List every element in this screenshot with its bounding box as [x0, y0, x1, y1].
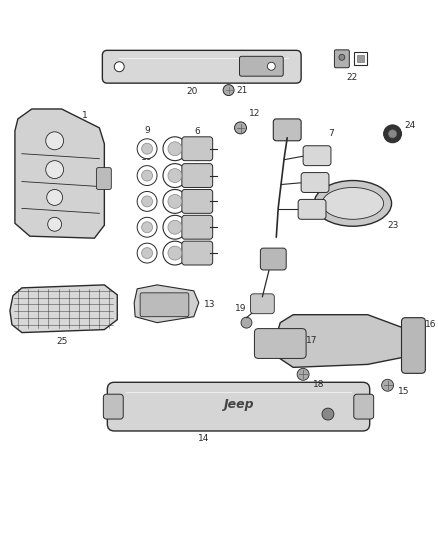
- Text: 23: 23: [388, 221, 399, 230]
- Circle shape: [389, 130, 396, 138]
- Text: 2: 2: [194, 205, 200, 214]
- Text: 4: 4: [144, 230, 150, 239]
- Polygon shape: [10, 285, 117, 333]
- FancyBboxPatch shape: [102, 50, 301, 83]
- Circle shape: [384, 125, 402, 143]
- Text: 10: 10: [141, 152, 153, 161]
- Circle shape: [381, 379, 394, 391]
- Text: 5: 5: [194, 154, 200, 163]
- Circle shape: [267, 62, 276, 70]
- Text: 19: 19: [235, 304, 246, 313]
- Ellipse shape: [314, 181, 392, 226]
- Circle shape: [46, 160, 64, 179]
- Text: 6: 6: [194, 127, 200, 136]
- Circle shape: [137, 166, 157, 185]
- Circle shape: [137, 139, 157, 159]
- Text: 24: 24: [404, 122, 416, 131]
- Text: 15: 15: [398, 387, 409, 396]
- Circle shape: [168, 195, 182, 208]
- Text: 22: 22: [346, 73, 357, 82]
- Circle shape: [163, 215, 187, 239]
- Circle shape: [114, 62, 124, 72]
- Ellipse shape: [322, 188, 384, 219]
- Text: 4: 4: [194, 231, 200, 240]
- Circle shape: [234, 122, 247, 134]
- Text: 17: 17: [306, 336, 318, 345]
- FancyBboxPatch shape: [182, 189, 213, 213]
- Circle shape: [163, 189, 187, 213]
- Text: 16: 16: [425, 320, 437, 329]
- Text: 3: 3: [194, 180, 200, 189]
- Circle shape: [137, 217, 157, 237]
- Circle shape: [141, 222, 152, 233]
- Text: 25: 25: [56, 336, 67, 345]
- Circle shape: [46, 132, 64, 150]
- FancyBboxPatch shape: [273, 119, 301, 141]
- FancyBboxPatch shape: [251, 294, 274, 314]
- Circle shape: [141, 170, 152, 181]
- Circle shape: [339, 54, 345, 60]
- Circle shape: [163, 137, 187, 160]
- Circle shape: [141, 143, 152, 154]
- Polygon shape: [15, 109, 104, 238]
- Circle shape: [141, 248, 152, 259]
- FancyBboxPatch shape: [107, 382, 370, 431]
- FancyBboxPatch shape: [96, 167, 111, 189]
- Text: 13: 13: [204, 300, 215, 309]
- Circle shape: [168, 168, 182, 182]
- Text: 18: 18: [313, 380, 325, 389]
- FancyBboxPatch shape: [182, 241, 213, 265]
- Circle shape: [168, 142, 182, 156]
- FancyBboxPatch shape: [182, 215, 213, 239]
- FancyBboxPatch shape: [298, 199, 326, 219]
- Circle shape: [322, 408, 334, 420]
- FancyBboxPatch shape: [254, 329, 306, 358]
- Text: 1: 1: [81, 111, 87, 120]
- Circle shape: [47, 189, 63, 205]
- FancyBboxPatch shape: [354, 394, 374, 419]
- Circle shape: [163, 241, 187, 265]
- Text: 21: 21: [237, 86, 248, 94]
- Circle shape: [163, 164, 187, 188]
- Text: 14: 14: [198, 434, 209, 443]
- Bar: [357, 55, 364, 62]
- Circle shape: [141, 196, 152, 207]
- Text: 11: 11: [141, 204, 153, 213]
- FancyBboxPatch shape: [182, 137, 213, 160]
- Circle shape: [168, 220, 182, 234]
- FancyBboxPatch shape: [182, 164, 213, 188]
- FancyBboxPatch shape: [240, 56, 283, 76]
- FancyBboxPatch shape: [140, 293, 189, 317]
- FancyBboxPatch shape: [303, 146, 331, 166]
- Bar: [354, 52, 367, 65]
- Text: 7: 7: [328, 130, 334, 139]
- Text: 9: 9: [144, 126, 150, 135]
- FancyBboxPatch shape: [335, 50, 350, 68]
- Circle shape: [137, 243, 157, 263]
- Circle shape: [297, 368, 309, 380]
- FancyBboxPatch shape: [260, 248, 286, 270]
- FancyBboxPatch shape: [301, 173, 329, 192]
- Circle shape: [223, 85, 234, 95]
- Circle shape: [241, 317, 252, 328]
- Circle shape: [48, 217, 62, 231]
- Text: 20: 20: [186, 87, 198, 96]
- Text: Jeep: Jeep: [223, 398, 254, 411]
- Polygon shape: [134, 285, 199, 322]
- FancyBboxPatch shape: [402, 318, 425, 373]
- FancyBboxPatch shape: [103, 394, 123, 419]
- Text: 12: 12: [248, 109, 260, 118]
- Circle shape: [137, 191, 157, 212]
- Polygon shape: [276, 314, 413, 367]
- Text: 8: 8: [144, 179, 150, 188]
- Circle shape: [168, 246, 182, 260]
